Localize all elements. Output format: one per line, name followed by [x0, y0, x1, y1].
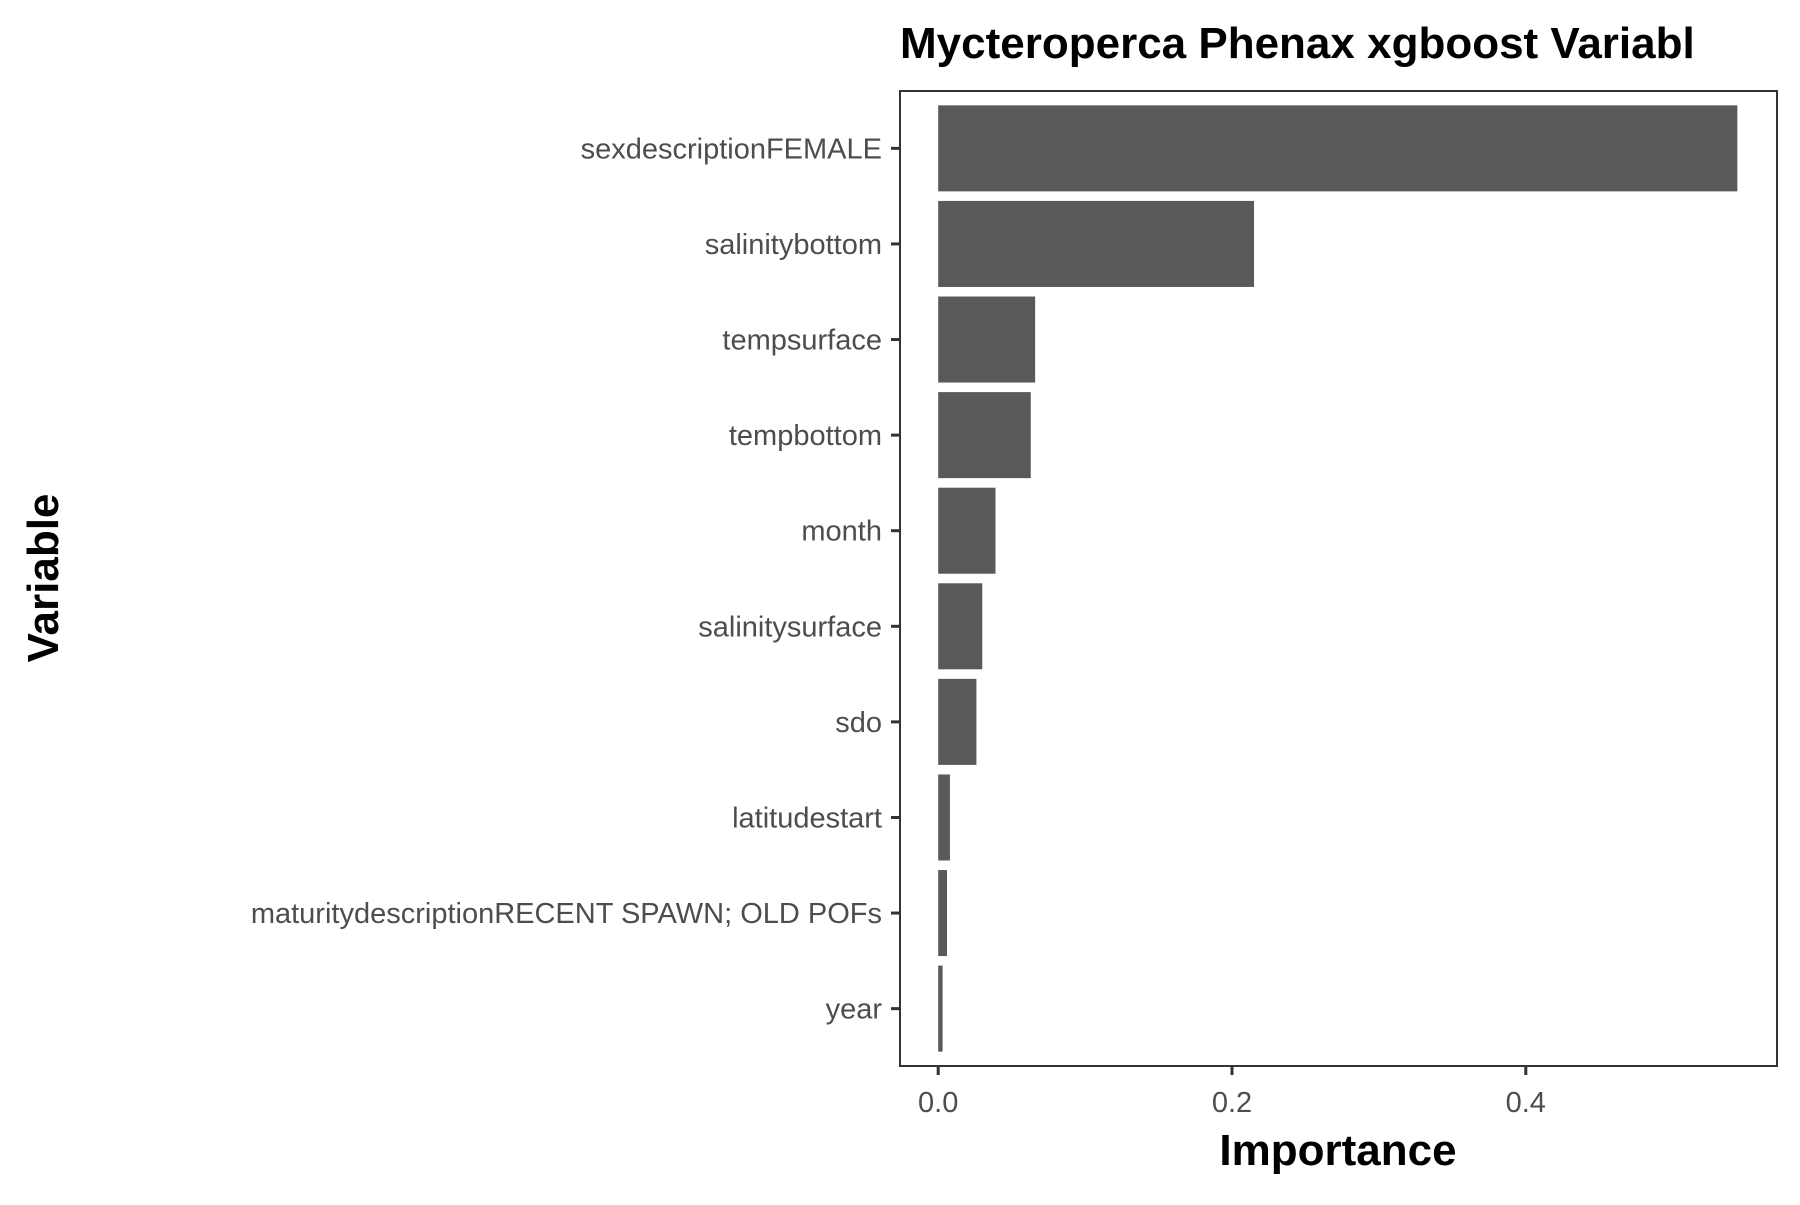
bar-maturitydescriptionrecent-spawn-old-pofs [938, 870, 948, 957]
x-axis-title: Importance [1219, 1126, 1456, 1175]
y-tick-label-tempbottom: tempbottom [729, 420, 882, 452]
bar-latitudestart [938, 774, 950, 861]
y-tick-label-year: year [826, 994, 883, 1026]
y-tick-label-salinitysurface: salinitysurface [698, 611, 882, 643]
bars-layer [938, 105, 1738, 1052]
bar-tempsurface [938, 296, 1036, 383]
y-tick-label-salinitybottom: salinitybottom [705, 229, 882, 261]
bar-sexdescriptionfemale [938, 105, 1738, 192]
y-tick-label-latitudestart: latitudestart [732, 802, 882, 834]
bar-salinitybottom [938, 200, 1255, 287]
y-axis-title: Variable [19, 494, 68, 663]
chart-title: Mycteroperca Phenax xgboost Variabl [900, 19, 1695, 68]
x-tick-label: 0.0 [918, 1087, 958, 1119]
bar-sdo [938, 678, 977, 765]
x-tick-label: 0.2 [1212, 1087, 1252, 1119]
y-tick-label-sdo: sdo [835, 707, 882, 739]
y-tick-label-month: month [801, 516, 882, 548]
y-tick-label-maturitydescriptionrecent-spawn-old-pofs: maturitydescriptionRECENT SPAWN; OLD POF… [251, 898, 882, 930]
y-tick-label-tempsurface: tempsurface [722, 325, 882, 357]
x-axis: 0.0 0.2 0.4 [918, 1066, 1546, 1119]
y-tick-label-sexdescriptionfemale: sexdescriptionFEMALE [581, 133, 882, 165]
y-axis: sexdescriptionFEMALE salinitybottom tempsu… [251, 133, 900, 1026]
bar-year [938, 965, 943, 1052]
x-tick-label: 0.4 [1506, 1087, 1546, 1119]
bar-month [938, 487, 996, 574]
plot-panel-border [899, 90, 1778, 1067]
bar-salinitysurface [938, 583, 983, 670]
bar-tempbottom [938, 392, 1031, 479]
